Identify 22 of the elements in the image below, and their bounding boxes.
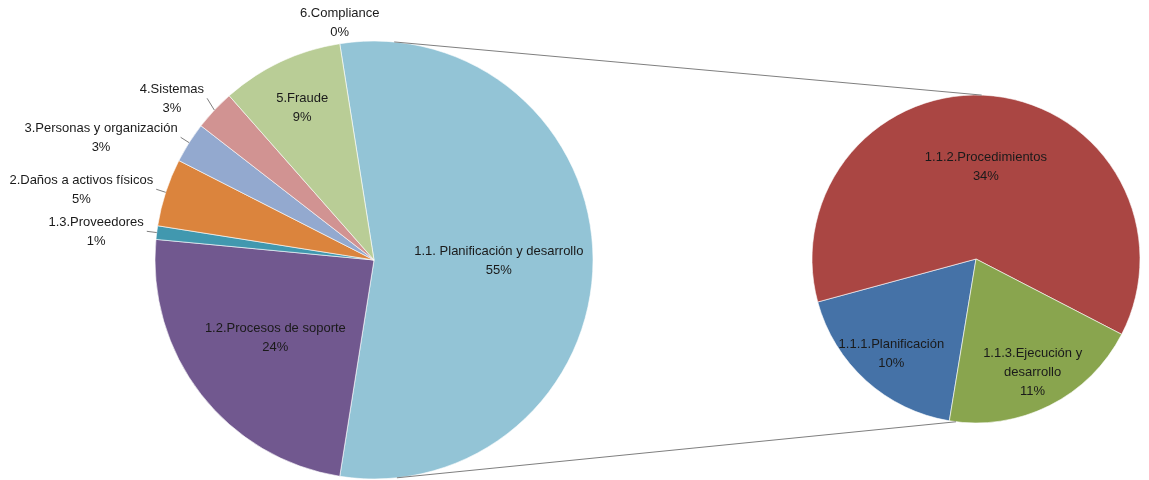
data-label: 11%: [1020, 383, 1046, 399]
slice-label: 2.Daños a activos físicos: [9, 172, 154, 188]
slice-label: 1.1.2.Procedimientos: [924, 149, 1048, 165]
data-label: 10%: [878, 354, 905, 370]
slice-label: 1.1.1.Planificación: [838, 335, 945, 351]
data-label: 9%: [292, 109, 313, 125]
data-label: 3%: [91, 139, 111, 155]
slice-label: 5.Fraude: [276, 90, 329, 106]
data-label: 1%: [86, 233, 106, 249]
slice-label: 3.Personas y organización: [24, 120, 178, 136]
data-label: 3%: [162, 100, 182, 116]
data-label: 34%: [972, 168, 1000, 184]
slice-label: 1.3.Proveedores: [48, 214, 145, 230]
data-label: 5%: [71, 191, 92, 207]
slice-label: 1.1.3.Ejecución y desarrollo: [983, 345, 1083, 380]
text: 0%: [330, 23, 350, 39]
category-label: 6.Compliance: [299, 4, 380, 20]
slice-label: 1.1. Planificación y desarrollo: [414, 243, 584, 259]
slice-label: 4.Sistemas: [139, 81, 205, 97]
data-label: 55%: [485, 262, 513, 278]
slice-label: 1.2.Procesos de soporte: [204, 319, 346, 335]
data-label: 24%: [262, 338, 289, 354]
